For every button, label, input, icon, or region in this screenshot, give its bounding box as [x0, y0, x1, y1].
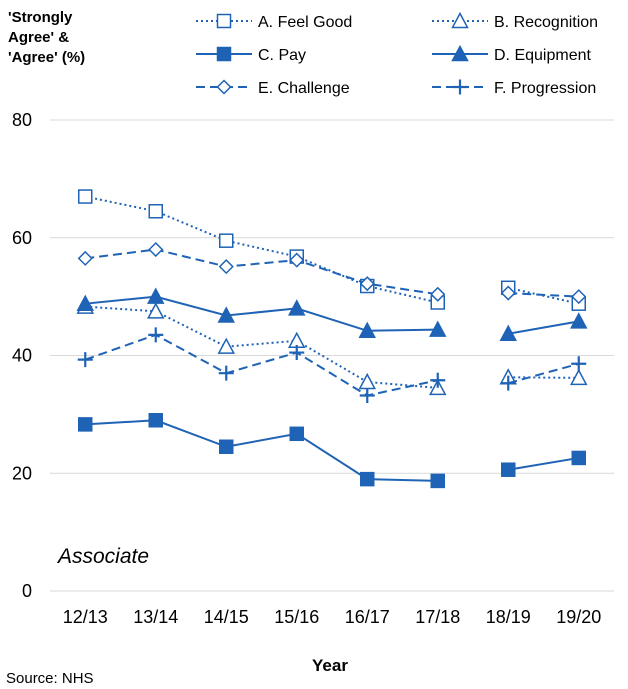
series-2 [76, 297, 588, 396]
series-line [508, 320, 579, 335]
data-point [76, 294, 95, 311]
legend-item: F. Progression [432, 79, 596, 97]
x-tick-label: 18/19 [486, 607, 531, 627]
legend-item: C. Pay [196, 46, 306, 64]
data-point [499, 324, 518, 341]
series-line [85, 248, 438, 296]
data-point [358, 321, 377, 339]
data-point [571, 450, 586, 466]
y-tick-label: 20 [12, 463, 32, 483]
x-tick-label: 16/17 [345, 607, 390, 627]
data-point [569, 368, 588, 386]
data-point [218, 365, 234, 381]
data-point [219, 233, 234, 248]
y-axis-title-line-3: 'Agree' (%) [8, 49, 85, 66]
legend-label: D. Equipment [494, 47, 591, 64]
series-4 [76, 287, 588, 341]
legend-label: A. Feel Good [258, 14, 352, 31]
x-tick-label: 19/20 [556, 607, 601, 627]
panel-label: Associate [56, 545, 149, 568]
legend: A. Feel Good B. Recognition C. Pay D. Equip… [196, 11, 598, 97]
data-point [571, 356, 587, 372]
legend-marker [451, 11, 469, 29]
series-6 [77, 327, 587, 404]
y-tick-label: 80 [12, 110, 32, 130]
data-point [358, 372, 377, 390]
legend-label: F. Progression [494, 80, 596, 97]
y-tick-label: 0 [22, 581, 32, 601]
x-axis-title: Year [312, 656, 348, 675]
legend-item: D. Equipment [432, 44, 591, 64]
x-tick-label: 14/15 [204, 607, 249, 627]
data-point [78, 417, 93, 432]
data-point [428, 320, 447, 337]
legend-marker [216, 13, 232, 29]
data-point [430, 473, 445, 489]
y-axis-title-line-1: 'Strongly [8, 9, 73, 26]
legend-item: E. Challenge [196, 79, 350, 97]
series-line [84, 333, 438, 397]
data-point [287, 299, 306, 316]
series-line [85, 419, 438, 482]
data-point [77, 250, 93, 266]
data-point [148, 204, 163, 219]
data-point [146, 302, 165, 319]
legend-marker [216, 46, 232, 62]
data-point [359, 276, 375, 292]
y-tick-label: 40 [12, 346, 32, 366]
data-point [77, 352, 93, 368]
gridlines [50, 119, 614, 592]
data-point [148, 241, 164, 258]
data-point [217, 306, 236, 323]
data-point [501, 462, 516, 477]
series-line [85, 305, 438, 389]
y-tick-labels: 0 20 40 60 80 [12, 110, 32, 601]
x-tick-label: 17/18 [415, 607, 460, 627]
series-line [85, 295, 438, 332]
data-point [359, 388, 375, 404]
legend-label: B. Recognition [494, 14, 598, 31]
x-tick-label: 13/14 [133, 607, 178, 627]
data-point [430, 372, 446, 388]
data-point [500, 285, 516, 301]
legend-item: B. Recognition [432, 11, 598, 31]
data-point [78, 189, 93, 204]
y-axis-title: 'Strongly Agree' & 'Agree' (%) [8, 9, 85, 66]
y-tick-label: 60 [12, 228, 32, 248]
series-3 [78, 413, 586, 489]
data-point [430, 286, 446, 302]
series-line [508, 292, 579, 298]
series-line [507, 362, 580, 385]
x-tick-labels: 12/13 13/14 14/15 15/16 16/17 17/18 18/19 19/20 [63, 607, 602, 627]
data-point [360, 471, 375, 487]
series-line [508, 456, 579, 471]
legend-marker [216, 79, 232, 95]
data-point [148, 413, 163, 428]
series-line [508, 376, 579, 379]
legend-label: E. Challenge [258, 80, 350, 97]
source-note: Source: NHS [6, 670, 94, 687]
data-point [500, 375, 516, 391]
data-point [217, 337, 236, 354]
legend-marker [451, 44, 469, 62]
data-point [569, 312, 588, 329]
data-point [218, 259, 234, 275]
data-point [148, 327, 164, 343]
data-point [289, 345, 305, 361]
series-group [76, 189, 588, 489]
data-point [289, 426, 304, 442]
x-tick-label: 12/13 [63, 607, 108, 627]
series-line [85, 195, 438, 304]
data-point [219, 439, 234, 455]
series-5 [77, 241, 587, 305]
x-tick-label: 15/16 [274, 607, 319, 627]
y-axis-title-line-2: Agree' & [8, 29, 69, 46]
data-point [146, 287, 165, 304]
legend-label: C. Pay [258, 47, 306, 64]
data-point [289, 252, 305, 268]
legend-item: A. Feel Good [196, 13, 352, 31]
legend-marker [452, 79, 468, 95]
data-point [571, 289, 587, 305]
